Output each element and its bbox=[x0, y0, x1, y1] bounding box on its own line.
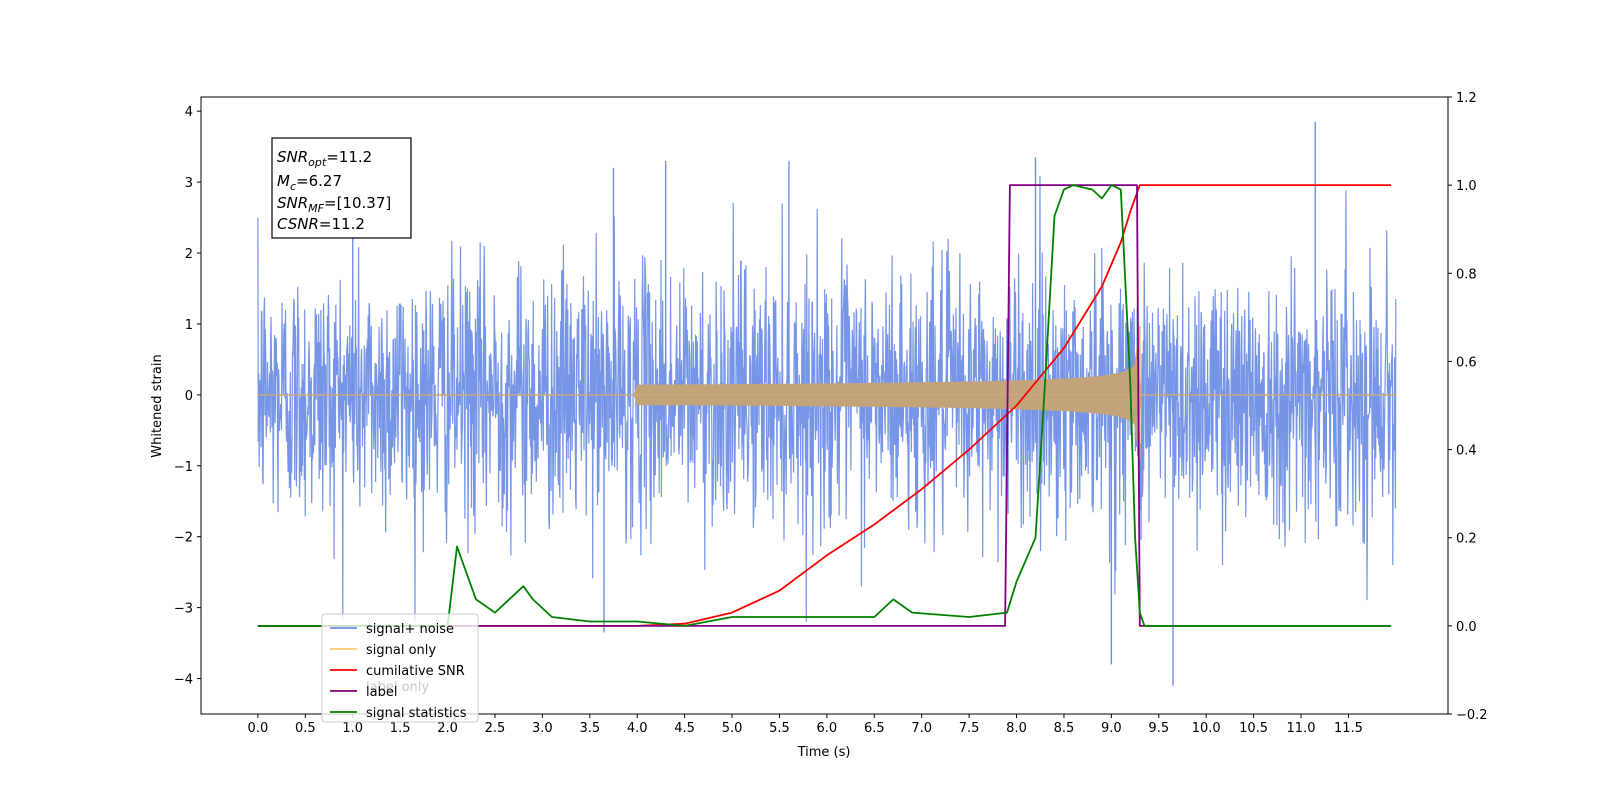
x-axis-label: Time (s) bbox=[797, 745, 851, 760]
x-tick-label: 8.5 bbox=[1054, 721, 1075, 736]
x-tick-label: 6.0 bbox=[817, 721, 838, 736]
y-tick-label-left: −3 bbox=[174, 602, 193, 617]
mc-value: =6.27 bbox=[296, 172, 342, 190]
annotation-mc: Mc=6.27 bbox=[277, 172, 342, 193]
legend-label: cumilative SNR bbox=[366, 664, 465, 679]
legend-label: signal statistics bbox=[366, 706, 467, 721]
x-tick-label: 8.0 bbox=[1006, 721, 1027, 736]
y-tick-label-right: −0.2 bbox=[1456, 708, 1488, 723]
annotation-snr-opt: SNRopt=11.2 bbox=[277, 148, 372, 169]
y-axis-right: 1.2 1.0 0.8 0.6 0.4 0.2 0.0 −0.2 bbox=[1448, 91, 1488, 723]
snr-mf-label: SNR bbox=[277, 194, 308, 212]
snr-opt-sub: opt bbox=[308, 156, 327, 169]
annotation-csnr: CSNR=11.2 bbox=[277, 215, 365, 233]
y-axis-label-left: Whitened strain bbox=[150, 354, 165, 457]
y-tick-label-right: 1.2 bbox=[1456, 91, 1477, 106]
snr-mf-sub: MF bbox=[308, 202, 324, 215]
x-tick-label: 5.5 bbox=[769, 721, 790, 736]
snr-mf-value: =[10.37] bbox=[324, 194, 391, 212]
y-tick-label-left: 4 bbox=[185, 105, 193, 120]
x-tick-label: 4.0 bbox=[627, 721, 648, 736]
y-tick-label-right: 1.0 bbox=[1456, 179, 1477, 194]
x-tick-label: 4.5 bbox=[674, 721, 695, 736]
x-tick-label: 7.0 bbox=[911, 721, 932, 736]
mc-label: M bbox=[277, 172, 290, 190]
y-tick-label-right: 0.8 bbox=[1456, 267, 1477, 282]
x-tick-label: 9.5 bbox=[1148, 721, 1169, 736]
y-tick-label-left: 1 bbox=[185, 318, 193, 333]
annotation-snr-mf: SNRMF=[10.37] bbox=[277, 194, 391, 215]
x-tick-label: 2.5 bbox=[485, 721, 506, 736]
legend: label only signal+ noise signal only cumil… bbox=[321, 613, 479, 723]
legend-label: signal+ noise bbox=[366, 622, 454, 637]
y-tick-label-left: 3 bbox=[185, 176, 193, 191]
mc-sub: c bbox=[290, 180, 296, 193]
series-cumilative-snr bbox=[257, 184, 1392, 627]
y-axis-left: 4 3 2 1 0 −1 −2 −3 −4 bbox=[174, 105, 201, 688]
snr-opt-label: SNR bbox=[277, 148, 308, 166]
x-tick-label: 1.5 bbox=[390, 721, 411, 736]
snr-opt-value: =11.2 bbox=[326, 148, 372, 166]
x-tick-label: 9.0 bbox=[1101, 721, 1122, 736]
x-tick-label: 2.0 bbox=[437, 721, 458, 736]
y-tick-label-left: 0 bbox=[185, 389, 193, 404]
legend-ghost-text: label only bbox=[366, 680, 429, 695]
legend-box bbox=[321, 613, 479, 723]
y-tick-label-left: −1 bbox=[174, 460, 193, 475]
legend-label: signal only bbox=[366, 643, 436, 658]
x-tick-label: 0.0 bbox=[248, 721, 269, 736]
csnr-value: =11.2 bbox=[319, 215, 365, 233]
x-tick-label: 0.5 bbox=[295, 721, 316, 736]
y-tick-label-right: 0.0 bbox=[1456, 620, 1477, 635]
y-tick-label-right: 0.4 bbox=[1456, 444, 1477, 459]
x-tick-label: 6.5 bbox=[864, 721, 885, 736]
legend-label: label bbox=[366, 685, 397, 700]
y-tick-label-right: 0.6 bbox=[1456, 355, 1477, 370]
x-tick-label: 3.0 bbox=[532, 721, 553, 736]
x-tick-label: 7.5 bbox=[959, 721, 980, 736]
y-tick-label-left: 2 bbox=[185, 247, 193, 262]
x-tick-label: 11.0 bbox=[1287, 721, 1316, 736]
y-tick-label-left: −4 bbox=[174, 673, 193, 688]
x-tick-label: 1.0 bbox=[342, 721, 363, 736]
x-tick-label: 3.5 bbox=[579, 721, 600, 736]
x-tick-label: 10.5 bbox=[1239, 721, 1268, 736]
csnr-label: CSNR bbox=[277, 215, 319, 233]
axes-frame bbox=[200, 96, 1449, 715]
annotation-box bbox=[271, 137, 412, 239]
y-tick-label-left: −2 bbox=[174, 531, 193, 546]
stats-annotation: SNRopt=11.2 Mc=6.27 SNRMF=[10.37] CSNR=1… bbox=[271, 137, 412, 239]
plot-area bbox=[257, 121, 1397, 686]
x-tick-label: 5.0 bbox=[722, 721, 743, 736]
x-tick-label: 11.5 bbox=[1334, 721, 1363, 736]
y-tick-label-right: 0.2 bbox=[1456, 532, 1477, 547]
series-signal-noise bbox=[257, 175, 1397, 622]
x-tick-label: 10.0 bbox=[1192, 721, 1221, 736]
series-signal-statistics bbox=[257, 184, 1392, 627]
